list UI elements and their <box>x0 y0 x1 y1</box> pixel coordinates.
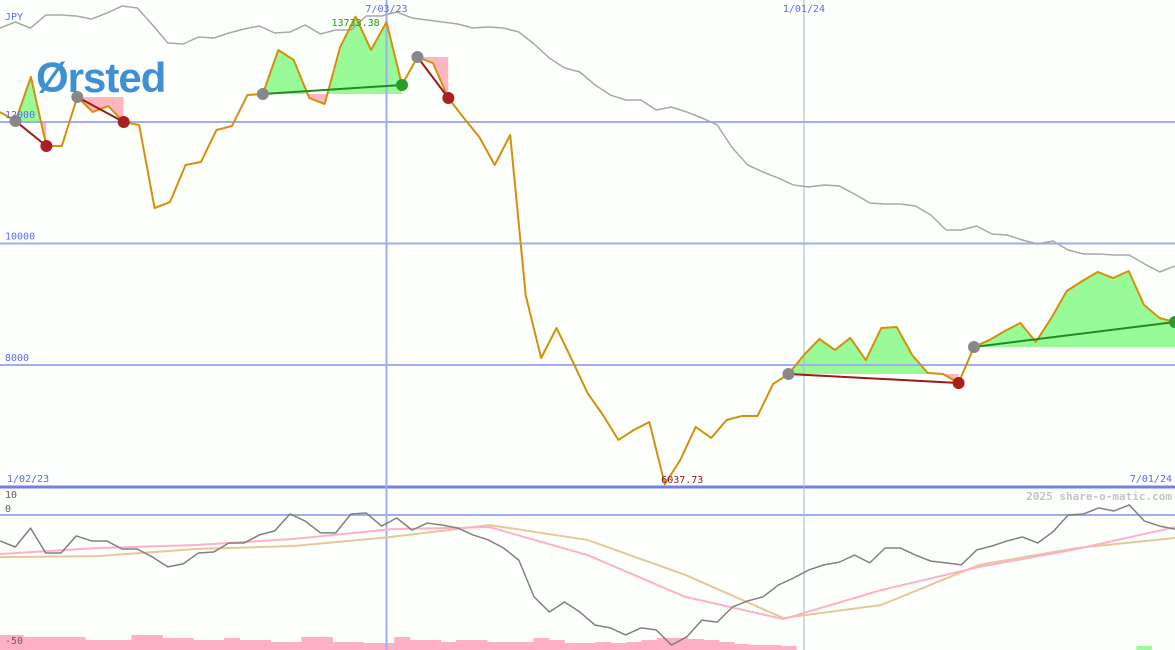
histogram-bar <box>69 636 86 650</box>
date-tick-label: 7/03/23 <box>365 4 407 15</box>
signal-end-marker <box>952 376 965 389</box>
histogram-bar <box>487 642 503 650</box>
signal-gain-area <box>262 16 402 94</box>
orsted-logo: Ørsted <box>36 54 165 101</box>
indicator-slow-ma-line <box>0 524 1175 620</box>
histogram-bar <box>363 643 380 650</box>
histogram-bar <box>54 636 71 650</box>
histogram-bar <box>239 639 256 650</box>
histogram-bar <box>23 636 40 650</box>
histogram-bar <box>765 645 782 650</box>
histogram-bar <box>626 642 643 650</box>
relative-performance-line <box>0 5 1175 273</box>
signal-gain-area <box>974 271 1175 347</box>
histogram-bar <box>347 642 364 650</box>
histogram-bar <box>672 637 689 650</box>
histogram-bar <box>131 634 148 650</box>
histogram-bar <box>564 643 581 650</box>
histogram-bar <box>734 644 751 650</box>
indicator-tick-label: -50 <box>5 636 23 647</box>
signal-trend-line <box>262 84 403 95</box>
date-tick-label: 1/01/24 <box>783 4 825 15</box>
indicator-tick-label: 10 <box>5 490 17 501</box>
momentum-line <box>0 504 1175 646</box>
signal-gain-area <box>788 326 959 374</box>
histogram-bar <box>0 634 9 650</box>
signal-start-marker <box>968 340 981 353</box>
signal-end-marker <box>40 139 53 152</box>
histogram-bar <box>471 639 488 650</box>
histogram-bar <box>687 638 704 650</box>
histogram-bar <box>703 639 720 650</box>
histogram-bar <box>641 639 658 650</box>
histogram-bar <box>456 639 473 650</box>
histogram-bar <box>270 642 287 650</box>
price-line <box>0 15 1175 486</box>
histogram-bar <box>224 637 241 650</box>
histogram-bar <box>38 636 55 650</box>
price-annotation: 6037.73 <box>661 475 703 486</box>
histogram-bar <box>440 642 457 650</box>
histogram-bar <box>100 639 117 650</box>
signal-gain-area <box>15 76 47 122</box>
signal-end-marker <box>117 116 130 128</box>
histogram-bar <box>502 642 519 650</box>
signal-end-marker <box>395 79 408 92</box>
histogram-bar <box>162 637 179 650</box>
signal-trend-line <box>14 120 48 147</box>
histogram-bar <box>394 636 411 650</box>
signal-start-marker <box>256 87 269 100</box>
histogram-bar <box>780 646 797 650</box>
histogram-bar <box>548 639 565 650</box>
price-annotation: 13733.38 <box>332 18 380 29</box>
signal-trend-line <box>76 96 125 123</box>
histogram-bar <box>255 639 272 650</box>
histogram-bar <box>657 637 674 650</box>
signal-start-marker <box>71 90 84 103</box>
watermark: 2025 share-o-matic.com <box>1026 490 1172 503</box>
signal-trend-line <box>788 372 959 384</box>
histogram-bar <box>409 639 426 650</box>
signal-start-marker <box>9 115 22 128</box>
histogram-bar <box>579 643 596 650</box>
histogram-bar <box>749 645 766 650</box>
signal-loss-area <box>417 56 449 99</box>
histogram-bar <box>208 639 225 650</box>
signal-loss-area <box>15 121 47 146</box>
histogram-bar <box>177 637 194 650</box>
signal-start-marker <box>411 50 424 63</box>
histogram-bar <box>316 636 333 650</box>
histogram-bar <box>332 642 349 650</box>
price-tick-label: 10000 <box>5 232 35 243</box>
signal-end-marker <box>1169 315 1175 328</box>
signal-trend-line <box>416 56 450 99</box>
price-tick-label: 12000 <box>5 110 35 121</box>
histogram-bar <box>718 642 735 650</box>
date-tick-label: 1/02/23 <box>7 474 49 485</box>
histogram-bar <box>286 642 302 650</box>
histogram-bar <box>533 637 550 650</box>
date-tick-label: 7/01/24 <box>1130 474 1172 485</box>
currency-label: JPY <box>5 12 23 23</box>
signal-trend-line <box>973 320 1175 348</box>
price-tick-label: 8000 <box>5 353 29 364</box>
histogram-bar <box>517 642 534 650</box>
histogram-bar <box>1136 646 1152 650</box>
histogram-bar <box>425 639 442 650</box>
signal-start-marker <box>782 367 795 380</box>
indicator-fast-ma-line <box>0 526 1175 621</box>
histogram-bar <box>115 639 132 650</box>
signal-end-marker <box>442 92 455 105</box>
histogram-bar <box>301 636 318 650</box>
histogram-bar <box>146 634 163 650</box>
histogram-bar <box>595 642 612 650</box>
histogram-bar <box>85 639 101 650</box>
histogram-bar <box>7 634 24 650</box>
indicator-tick-label: 0 <box>5 504 11 515</box>
histogram-bar <box>193 639 210 650</box>
histogram-bar <box>610 643 627 650</box>
